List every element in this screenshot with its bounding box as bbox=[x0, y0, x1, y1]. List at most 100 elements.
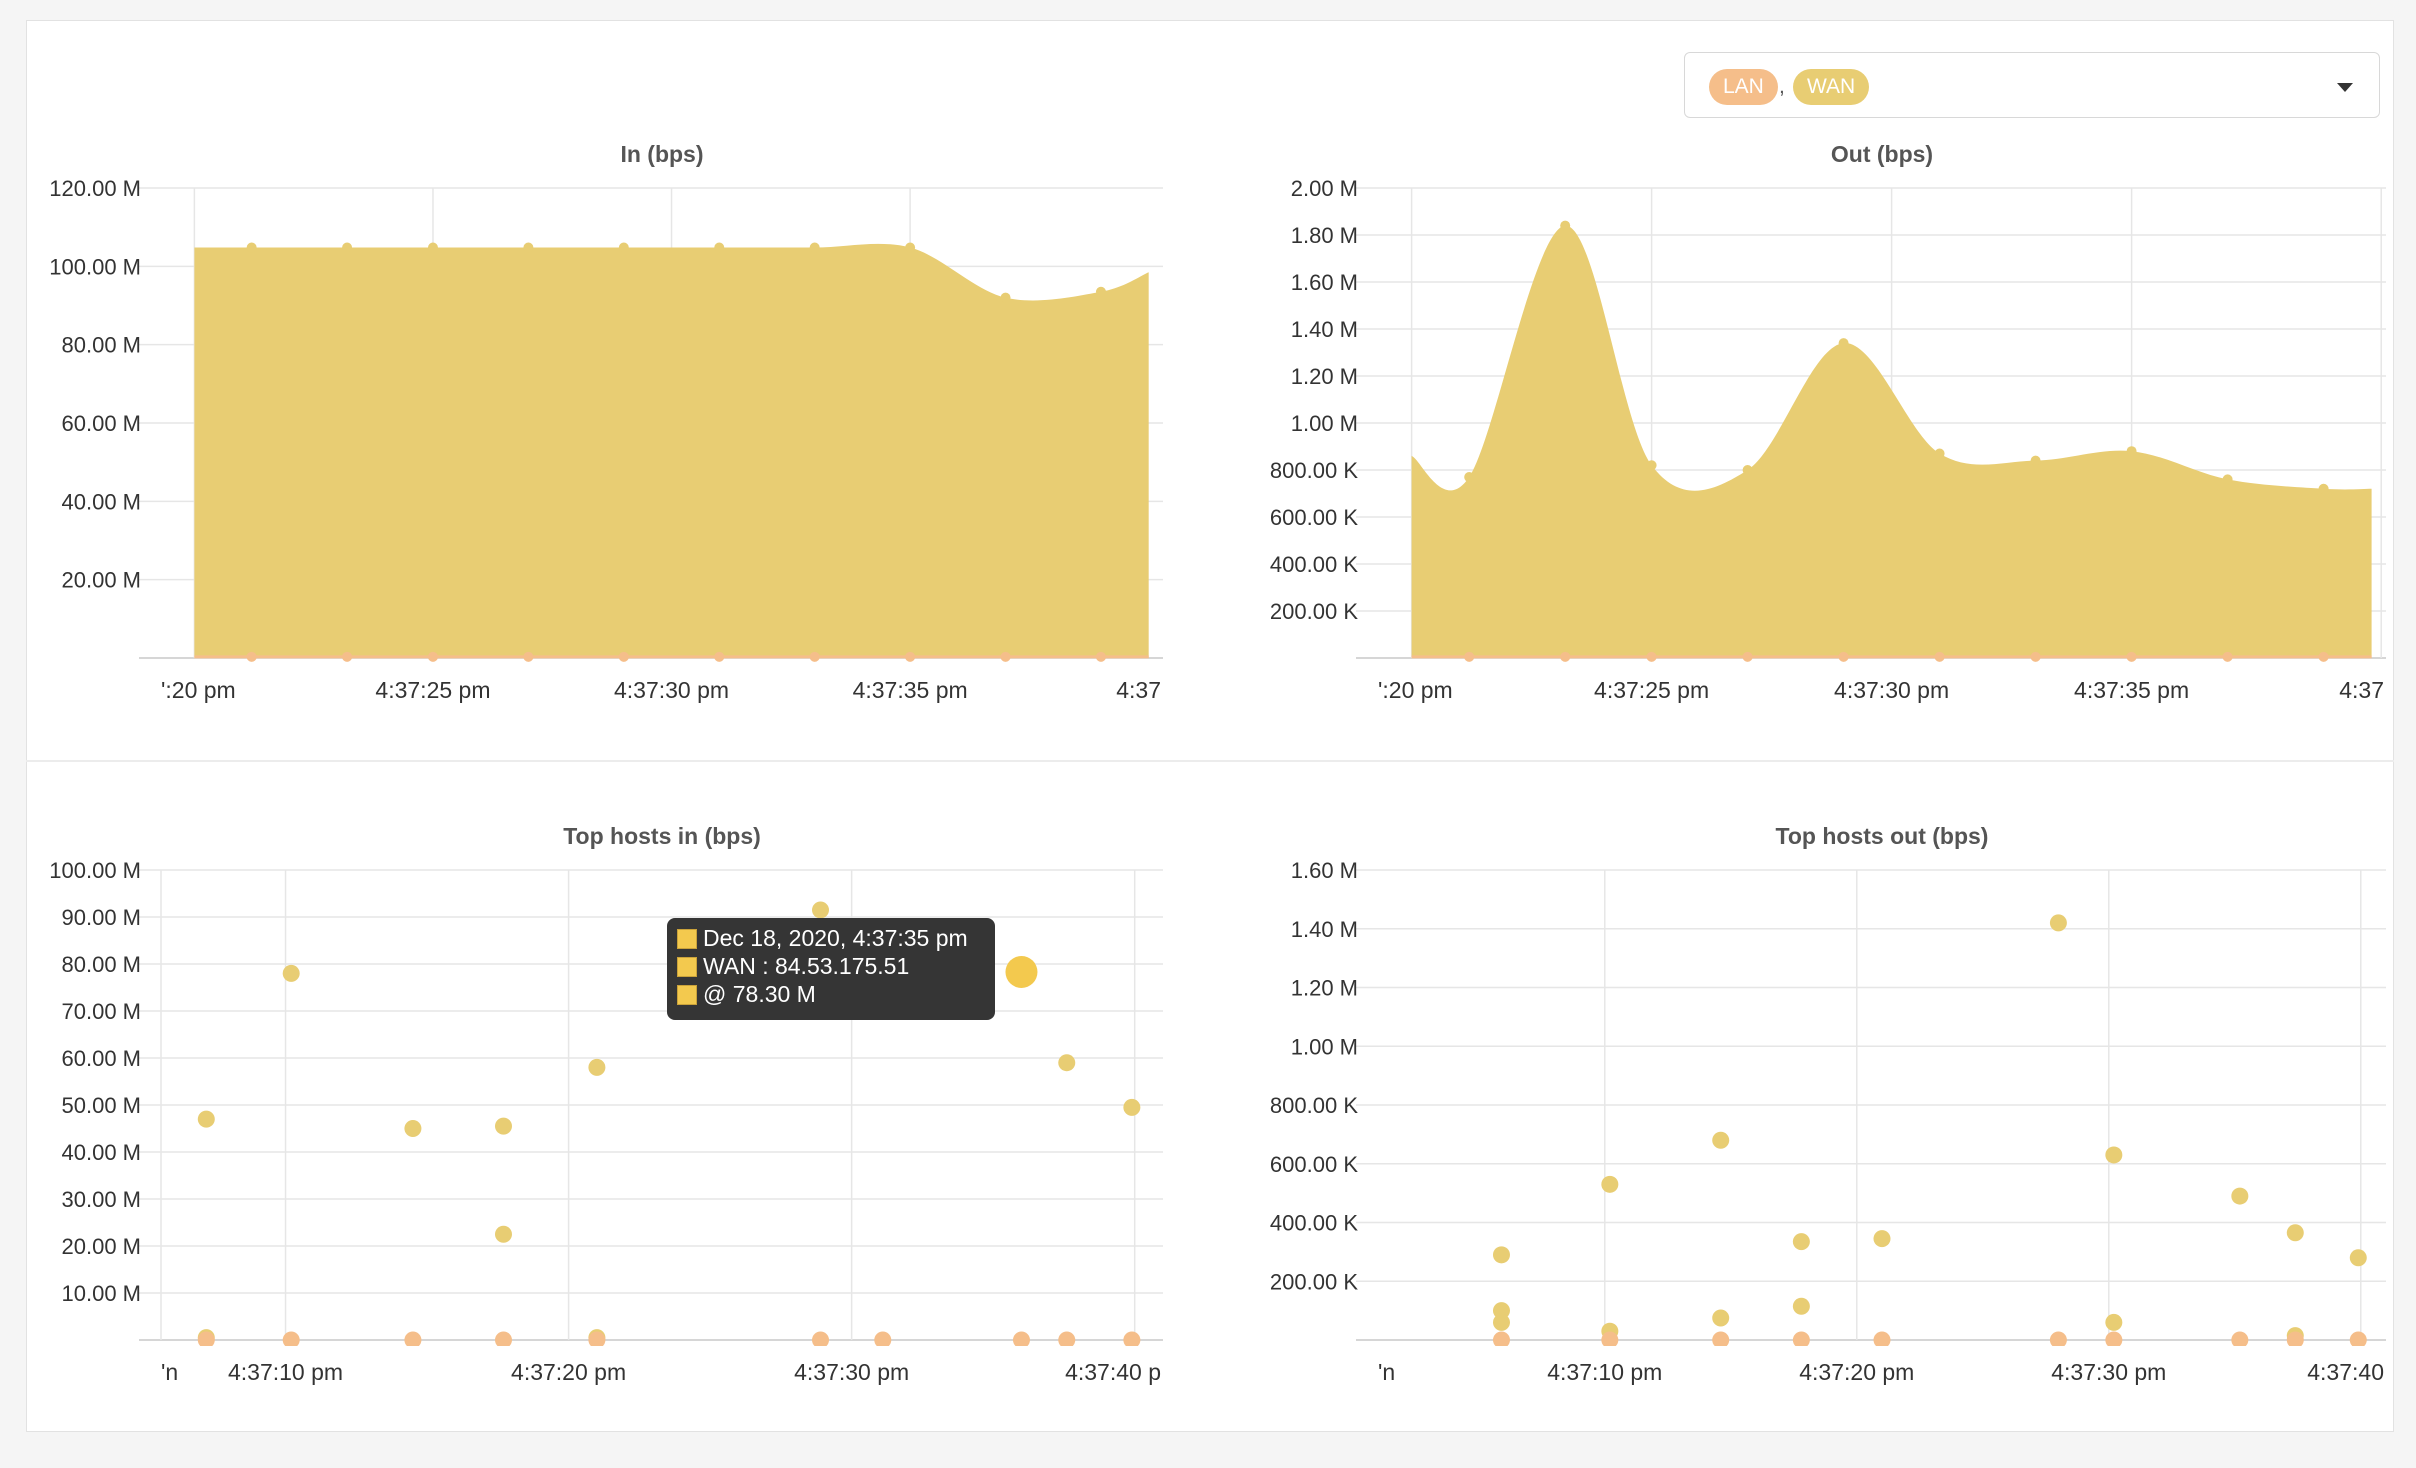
point-wan bbox=[427, 242, 438, 253]
y-tick-label: 600.00 K bbox=[1270, 1152, 1358, 1177]
x-tick-label: 4:37:30 pm bbox=[2051, 1359, 2166, 1385]
point-wan bbox=[2049, 914, 2067, 932]
y-tick-label: 10.00 M bbox=[62, 1281, 142, 1306]
x-tick-label: 4:37:30 pm bbox=[1834, 677, 1949, 703]
tag-wan[interactable]: WAN bbox=[1793, 69, 1870, 105]
point-lan bbox=[494, 1331, 512, 1346]
point-wan bbox=[1712, 1131, 1730, 1149]
x-tick-label: 'n bbox=[1378, 1359, 1395, 1385]
tooltip-swatch bbox=[677, 929, 697, 949]
point-lan bbox=[1000, 651, 1011, 662]
point-lan bbox=[1560, 651, 1571, 662]
y-tick-label: 1.40 M bbox=[1291, 917, 1358, 942]
point-lan bbox=[1123, 1331, 1141, 1346]
point-lan bbox=[342, 651, 353, 662]
x-tick-label: 4:37:30 pm bbox=[794, 1359, 909, 1385]
caret-down-icon[interactable] bbox=[2337, 83, 2353, 92]
point-lan bbox=[1601, 1331, 1619, 1346]
point-wan bbox=[1934, 448, 1945, 459]
point-lan bbox=[1012, 1331, 1030, 1346]
y-tick-label: 1.60 M bbox=[1291, 270, 1358, 295]
x-tick-label: 4:37:25 pm bbox=[1594, 677, 1709, 703]
interface-selector[interactable]: LAN , WAN bbox=[1684, 52, 2380, 118]
chart-title: Top hosts in (bps) bbox=[563, 823, 761, 849]
x-tick-label: 'n bbox=[161, 1359, 178, 1385]
x-tick-label: 4:37:20 pm bbox=[1799, 1359, 1914, 1385]
y-tick-label: 90.00 M bbox=[62, 905, 142, 930]
point-wan bbox=[523, 242, 534, 253]
point-lan bbox=[618, 651, 629, 662]
plot-area bbox=[1411, 220, 2372, 662]
point-lan bbox=[2349, 1331, 2367, 1346]
point-lan bbox=[1742, 651, 1753, 662]
point-wan bbox=[282, 964, 300, 982]
point-lan bbox=[1838, 651, 1849, 662]
tag-lan[interactable]: LAN bbox=[1709, 69, 1778, 105]
x-tick-label: 4:37:35 pm bbox=[2074, 677, 2189, 703]
point-lan bbox=[246, 651, 257, 662]
point-lan bbox=[588, 1331, 606, 1346]
y-tick-label: 800.00 K bbox=[1270, 458, 1358, 483]
point-wan bbox=[812, 901, 830, 919]
point-wan bbox=[809, 242, 820, 253]
point-wan bbox=[714, 242, 725, 253]
chart-2: Top hosts in (bps) 10.00 M 20.00 M 30.00 M 4… bbox=[49, 823, 1163, 1385]
y-tick-label: 40.00 M bbox=[62, 1140, 142, 1165]
x-tick-label: 4:37 bbox=[2339, 677, 2384, 703]
point-lan bbox=[2318, 651, 2329, 662]
point-lan bbox=[905, 651, 916, 662]
point-wan bbox=[494, 1225, 512, 1243]
y-tick-label: 200.00 K bbox=[1270, 599, 1358, 624]
point-wan bbox=[2349, 1249, 2367, 1267]
chart-1: Out (bps) 200.00 K 400.00 K 600.00 K 800.00 … bbox=[1270, 141, 2386, 703]
point-wan bbox=[588, 1058, 606, 1076]
point-lan bbox=[1646, 651, 1657, 662]
point-lan bbox=[1492, 1331, 1510, 1346]
point-wan bbox=[1560, 220, 1571, 231]
y-tick-label: 400.00 K bbox=[1270, 552, 1358, 577]
y-tick-label: 1.00 M bbox=[1291, 1034, 1358, 1059]
y-tick-label: 30.00 M bbox=[62, 1187, 142, 1212]
point-wan bbox=[618, 242, 629, 253]
point-wan bbox=[1492, 1246, 1510, 1264]
y-tick-label: 1.20 M bbox=[1291, 364, 1358, 389]
point-lan bbox=[1095, 651, 1106, 662]
y-tick-label: 2.00 M bbox=[1291, 176, 1358, 201]
x-tick-label: 4:37:10 pm bbox=[1547, 1359, 1662, 1385]
y-tick-label: 1.60 M bbox=[1291, 858, 1358, 883]
point-lan bbox=[197, 1331, 215, 1346]
point-wan bbox=[1058, 1054, 1076, 1072]
point-wan bbox=[1792, 1233, 1810, 1251]
point-wan bbox=[1492, 1302, 1510, 1320]
x-tick-label: ':20 pm bbox=[161, 677, 236, 703]
point-lan bbox=[404, 1331, 422, 1346]
x-tick-label: 4:37:10 pm bbox=[228, 1359, 343, 1385]
highlighted-point bbox=[1005, 955, 1038, 988]
point-lan bbox=[2286, 1331, 2304, 1346]
plot-area bbox=[197, 901, 1141, 1346]
point-wan bbox=[1792, 1297, 1810, 1315]
point-wan bbox=[1492, 1313, 1510, 1331]
point-wan bbox=[2318, 483, 2329, 494]
y-tick-label: 100.00 M bbox=[49, 858, 141, 883]
point-lan bbox=[2049, 1331, 2067, 1346]
point-lan bbox=[2231, 1331, 2249, 1346]
chart-title: In (bps) bbox=[620, 141, 703, 167]
y-tick-label: 800.00 K bbox=[1270, 1093, 1358, 1118]
y-tick-label: 1.40 M bbox=[1291, 317, 1358, 342]
x-tick-label: 4:37:40 bbox=[2307, 1359, 2384, 1385]
point-wan bbox=[1646, 460, 1657, 471]
chart-title: Top hosts out (bps) bbox=[1776, 823, 1989, 849]
point-lan bbox=[2126, 651, 2137, 662]
y-tick-label: 600.00 K bbox=[1270, 505, 1358, 530]
point-wan bbox=[1838, 338, 1849, 349]
point-wan bbox=[2105, 1146, 2123, 1164]
plot-area bbox=[1492, 914, 2367, 1346]
y-tick-label: 80.00 M bbox=[62, 952, 142, 977]
y-tick-label: 120.00 M bbox=[49, 176, 141, 201]
point-wan bbox=[246, 242, 257, 253]
point-lan bbox=[2105, 1331, 2123, 1346]
y-tick-label: 70.00 M bbox=[62, 999, 142, 1024]
point-wan bbox=[2126, 446, 2137, 457]
